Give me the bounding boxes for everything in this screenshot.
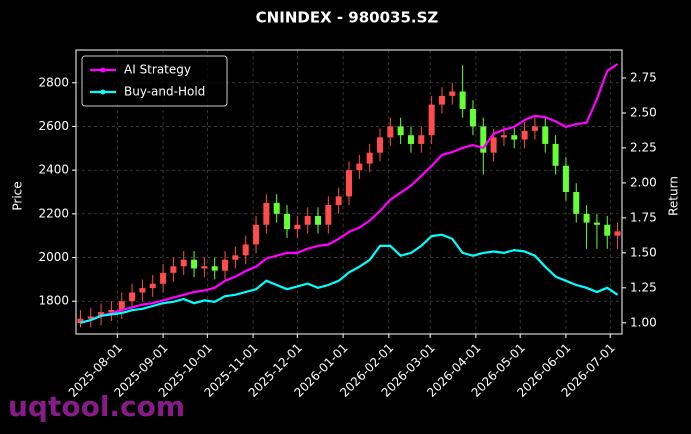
y2-tick-label: 2.00 bbox=[630, 175, 657, 189]
candle-body bbox=[294, 224, 301, 230]
candle-body bbox=[242, 244, 249, 256]
y-tick-label: 1800 bbox=[38, 294, 69, 308]
y2-tick-label: 2.50 bbox=[630, 105, 657, 119]
legend-box bbox=[81, 55, 228, 107]
y2-tick-label: 1.75 bbox=[630, 210, 657, 224]
candle-body bbox=[263, 202, 270, 225]
candle-body bbox=[273, 202, 280, 214]
candle-body bbox=[335, 196, 342, 206]
candle-body bbox=[500, 135, 507, 138]
y2-tick-label: 1.25 bbox=[630, 280, 657, 294]
candle-body bbox=[552, 143, 559, 166]
candle-body bbox=[531, 126, 538, 131]
candle-body bbox=[211, 266, 218, 271]
candle-body bbox=[397, 126, 404, 136]
candle-body bbox=[356, 163, 363, 171]
candle-body bbox=[315, 216, 322, 225]
candle-body bbox=[542, 126, 549, 144]
y-tick-label: 2600 bbox=[38, 119, 69, 133]
y-tick-label: 2200 bbox=[38, 206, 69, 220]
candle-body bbox=[583, 213, 590, 223]
legend-label: AI Strategy bbox=[124, 63, 191, 77]
candle-body bbox=[469, 108, 476, 127]
y-tick-label: 2400 bbox=[38, 163, 69, 177]
y2-tick-label: 2.75 bbox=[630, 70, 657, 84]
y-tick-label: 2000 bbox=[38, 250, 69, 264]
candle-body bbox=[573, 192, 580, 214]
candle-body bbox=[304, 216, 311, 225]
candle-body bbox=[108, 309, 115, 313]
chart-title: CNINDEX - 980035.SZ bbox=[256, 9, 439, 27]
y-tick-label: 2800 bbox=[38, 75, 69, 89]
candle-body bbox=[459, 91, 466, 109]
candle-body bbox=[346, 170, 352, 197]
legend-marker bbox=[100, 89, 106, 95]
candle-body bbox=[614, 231, 621, 236]
watermark: uqtool.com bbox=[8, 390, 185, 423]
candle-body bbox=[490, 137, 497, 153]
candle-body bbox=[253, 224, 260, 245]
y2-tick-label: 1.00 bbox=[630, 315, 657, 329]
candle-body bbox=[180, 259, 187, 267]
legend-label: Buy-and-Hold bbox=[124, 85, 205, 99]
candle-body bbox=[521, 130, 528, 140]
candle-body bbox=[129, 292, 136, 302]
candle-body bbox=[191, 259, 198, 269]
candle-body bbox=[77, 318, 84, 324]
candle-body bbox=[98, 312, 105, 317]
series-line bbox=[80, 233, 619, 324]
y-axis-label: Price bbox=[11, 181, 25, 210]
candle-body bbox=[170, 266, 177, 273]
legend-marker bbox=[100, 67, 106, 73]
candle-body bbox=[201, 266, 208, 269]
candle-body bbox=[149, 283, 156, 289]
candle-body bbox=[387, 126, 394, 138]
y2-tick-label: 1.50 bbox=[630, 245, 657, 259]
candle-body bbox=[604, 224, 611, 236]
candle-body bbox=[511, 135, 518, 140]
candle-body bbox=[562, 165, 569, 192]
candle-body bbox=[160, 272, 167, 284]
candle-body bbox=[284, 213, 291, 230]
candle-body bbox=[118, 301, 125, 310]
candle-body bbox=[366, 152, 373, 164]
candle-body bbox=[449, 91, 456, 96]
candle-body bbox=[87, 316, 94, 319]
plot-frame bbox=[75, 49, 623, 335]
candle-body bbox=[376, 137, 383, 153]
candle-body bbox=[325, 205, 332, 225]
candle-body bbox=[480, 126, 487, 153]
candle-body bbox=[428, 104, 435, 136]
y2-axis-label: Return bbox=[667, 176, 681, 216]
candle-body bbox=[222, 259, 229, 271]
candle-body bbox=[232, 255, 239, 260]
candle-body bbox=[438, 95, 445, 105]
series-line bbox=[80, 63, 619, 324]
candle-body bbox=[593, 222, 600, 225]
y2-tick-label: 2.25 bbox=[630, 140, 657, 154]
candle-body bbox=[139, 288, 146, 293]
candle-body bbox=[418, 135, 425, 144]
candle-body bbox=[407, 135, 414, 144]
